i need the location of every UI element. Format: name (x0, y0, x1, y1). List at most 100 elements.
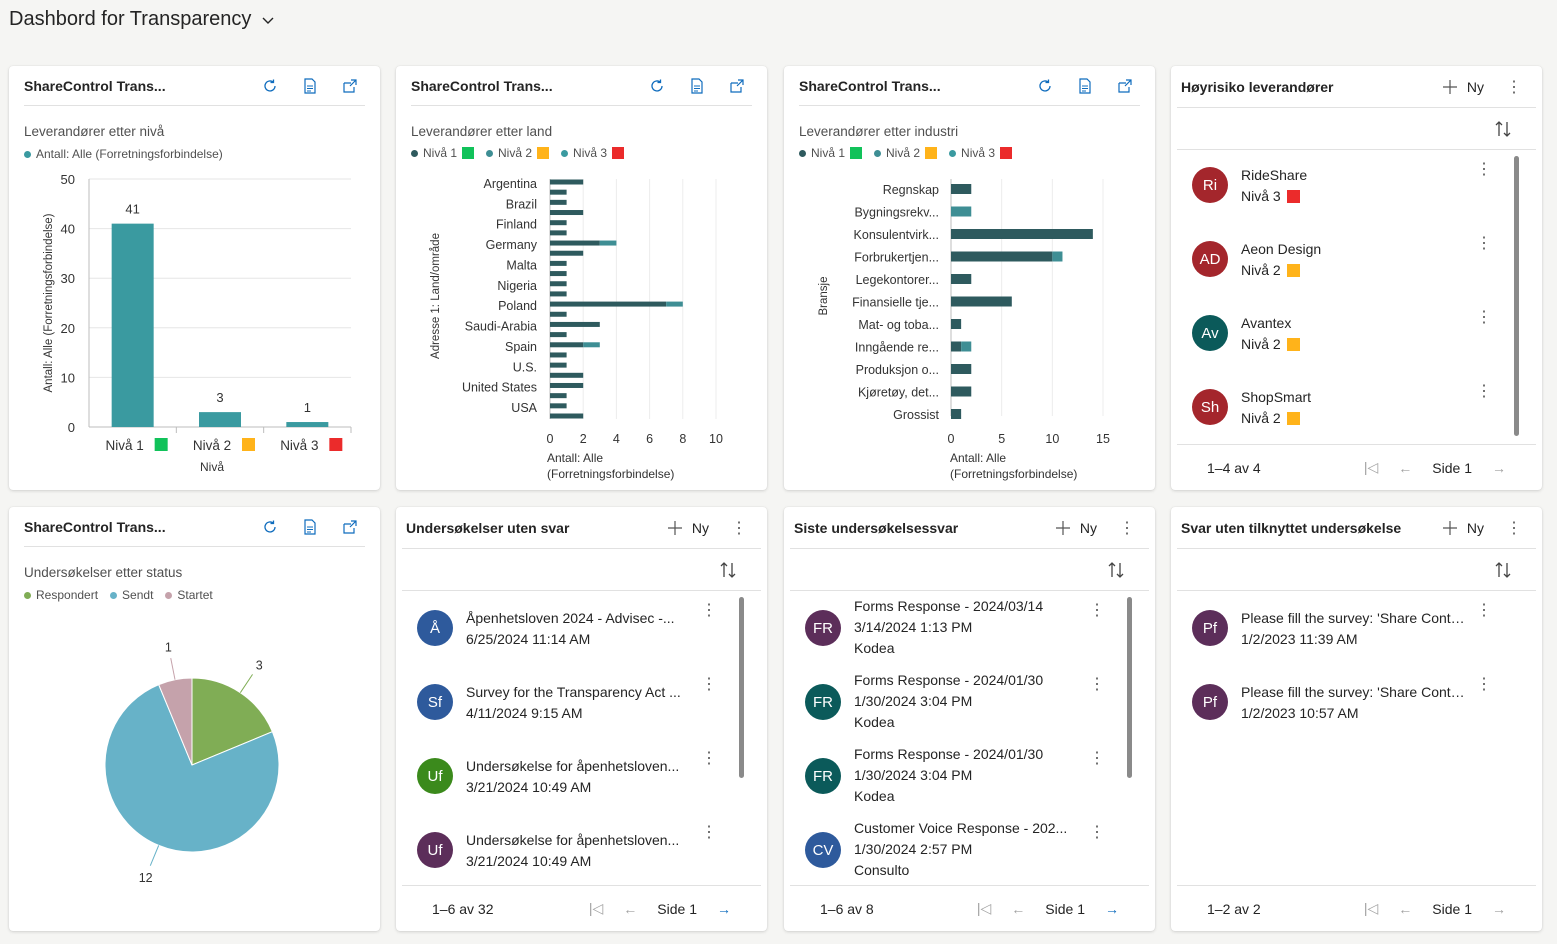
prev-page-icon[interactable]: ← (623, 900, 638, 917)
avatar: Uf (417, 832, 453, 868)
new-button[interactable]: Ny (1055, 520, 1097, 536)
export-icon[interactable] (301, 77, 319, 95)
more-options-icon[interactable]: ⋮ (701, 750, 717, 767)
refresh-icon[interactable] (261, 518, 279, 536)
more-options-icon[interactable]: ⋮ (1089, 676, 1105, 693)
list-item[interactable]: CV Customer Voice Response - 202... 1/30/… (790, 814, 1149, 888)
more-options-icon[interactable]: ⋮ (701, 824, 717, 841)
more-options-icon[interactable]: ⋮ (1476, 161, 1492, 178)
new-button[interactable]: Ny (1442, 520, 1484, 536)
chart-industry-svg: 0 5 10 15 Regnskap Bygningsrekv... Konsulentvi… (818, 179, 1110, 481)
more-options-icon[interactable]: ⋮ (731, 519, 747, 537)
bar (550, 342, 584, 348)
list-item[interactable]: Sh ShopSmart Nivå 2 ⋮ (1177, 373, 1536, 447)
bar (550, 413, 584, 419)
sort-icon[interactable] (1494, 560, 1512, 580)
item-date: 1/30/2024 3:04 PM (854, 693, 973, 709)
more-options-icon[interactable]: ⋮ (1506, 78, 1522, 96)
dashboard-title[interactable]: Dashbord for Transparency (9, 8, 275, 31)
list-item[interactable]: FR Forms Response - 2024/01/30 1/30/2024 … (790, 740, 1149, 814)
export-icon[interactable] (301, 518, 319, 536)
plus-icon (1442, 520, 1457, 535)
next-page-icon[interactable]: → (1492, 459, 1506, 476)
more-options-icon[interactable]: ⋮ (1089, 602, 1105, 619)
list-item[interactable]: Å Åpenhetsloven 2024 - Advisec -... 6/25/… (402, 592, 761, 666)
pager: |◁ ← Side 1 → (589, 900, 731, 917)
list-item[interactable]: Sf Survey for the Transparency Act ... 4/… (402, 666, 761, 740)
y-tick-label: 50 (61, 172, 75, 187)
expand-icon[interactable] (341, 518, 359, 536)
list-title: Siste undersøkelsessvar (794, 519, 959, 536)
x-tick-label: 0 (547, 432, 554, 446)
more-options-icon[interactable]: ⋮ (1476, 676, 1492, 693)
new-button[interactable]: Ny (1442, 79, 1484, 95)
list-item[interactable]: FR Forms Response - 2024/01/30 1/30/2024 … (790, 666, 1149, 740)
legend-item: Respondert (24, 588, 98, 602)
first-page-icon[interactable]: |◁ (1363, 459, 1379, 475)
bar (550, 311, 567, 317)
next-page-icon[interactable]: → (1105, 900, 1119, 917)
list-item[interactable]: Uf Undersøkelse for åpenhetsloven... 3/21… (402, 814, 761, 888)
next-page-icon[interactable]: → (1492, 900, 1506, 917)
expand-icon[interactable] (1116, 77, 1134, 95)
prev-page-icon[interactable]: ← (1398, 900, 1413, 917)
avatar: Uf (417, 758, 453, 794)
chart-subtitle: Leverandører etter nivå (24, 124, 165, 139)
y-tick-label: Regnskap (883, 183, 939, 197)
more-options-icon[interactable]: ⋮ (1506, 519, 1522, 537)
more-options-icon[interactable]: ⋮ (1476, 235, 1492, 252)
list-item[interactable]: Ri RideShare Nivå 3 ⋮ (1177, 151, 1536, 225)
first-page-icon[interactable]: |◁ (976, 900, 992, 916)
prev-page-icon[interactable]: ← (1011, 900, 1026, 917)
y-tick-label: 10 (61, 370, 75, 385)
legend-item: Nivå 3 (949, 146, 1013, 160)
y-tick-label: Produksjon o... (856, 363, 939, 377)
refresh-icon[interactable] (1036, 77, 1054, 95)
export-icon[interactable] (1076, 77, 1094, 95)
x-tick-label: 4 (613, 432, 620, 446)
scrollbar[interactable] (1514, 156, 1519, 436)
list-item[interactable]: Uf Undersøkelse for åpenhetsloven... 3/21… (402, 740, 761, 814)
more-options-icon[interactable]: ⋮ (1476, 309, 1492, 326)
bar (951, 184, 972, 194)
more-options-icon[interactable]: ⋮ (701, 676, 717, 693)
more-options-icon[interactable]: ⋮ (1089, 750, 1105, 767)
bar (666, 301, 683, 307)
item-title: Forms Response - 2024/01/30 (854, 672, 1044, 688)
list-footer: 1–2 av 2 |◁ ← Side 1 → (1177, 885, 1536, 931)
first-page-icon[interactable]: |◁ (588, 900, 604, 916)
next-page-icon[interactable]: → (717, 900, 731, 917)
scrollbar[interactable] (739, 597, 744, 778)
export-icon[interactable] (688, 77, 706, 95)
data-label: 1 (304, 400, 311, 415)
sort-icon[interactable] (719, 560, 737, 580)
list-item[interactable]: Pf Please fill the survey: 'Share Contro… (1177, 666, 1536, 740)
new-button[interactable]: Ny (667, 520, 709, 536)
refresh-icon[interactable] (648, 77, 666, 95)
bar (199, 412, 241, 427)
scrollbar[interactable] (1127, 597, 1132, 778)
more-options-icon[interactable]: ⋮ (1476, 383, 1492, 400)
prev-page-icon[interactable]: ← (1398, 459, 1413, 476)
more-options-icon[interactable]: ⋮ (701, 602, 717, 619)
list-item[interactable]: FR Forms Response - 2024/03/14 3/14/2024 … (790, 592, 1149, 666)
y-tick-label: Argentina (483, 177, 537, 191)
item-date: 1/2/2023 10:57 AM (1241, 705, 1359, 721)
chart-level-svg: 0 10 20 30 40 50 41 Nivå 1 3 Nivå 2 1 Nivå 3 Nivå Ant… (43, 172, 352, 474)
sort-icon[interactable] (1107, 560, 1125, 580)
more-options-icon[interactable]: ⋮ (1119, 519, 1135, 537)
sort-icon[interactable] (1494, 119, 1512, 139)
sort-row (402, 549, 761, 591)
expand-icon[interactable] (341, 77, 359, 95)
list-item[interactable]: Pf Please fill the survey: 'Share Contro… (1177, 592, 1536, 666)
refresh-icon[interactable] (261, 77, 279, 95)
first-page-icon[interactable]: |◁ (1363, 900, 1379, 916)
expand-icon[interactable] (728, 77, 746, 95)
page-title: Dashbord for Transparency (9, 8, 252, 30)
more-options-icon[interactable]: ⋮ (1089, 824, 1105, 841)
more-options-icon[interactable]: ⋮ (1476, 602, 1492, 619)
list-item[interactable]: Av Avantex Nivå 2 ⋮ (1177, 299, 1536, 373)
bar (111, 223, 154, 427)
list-card-latest-responses: Siste undersøkelsessvar Ny ⋮ FR Forms Re… (784, 507, 1155, 931)
list-item[interactable]: AD Aeon Design Nivå 2 ⋮ (1177, 225, 1536, 299)
